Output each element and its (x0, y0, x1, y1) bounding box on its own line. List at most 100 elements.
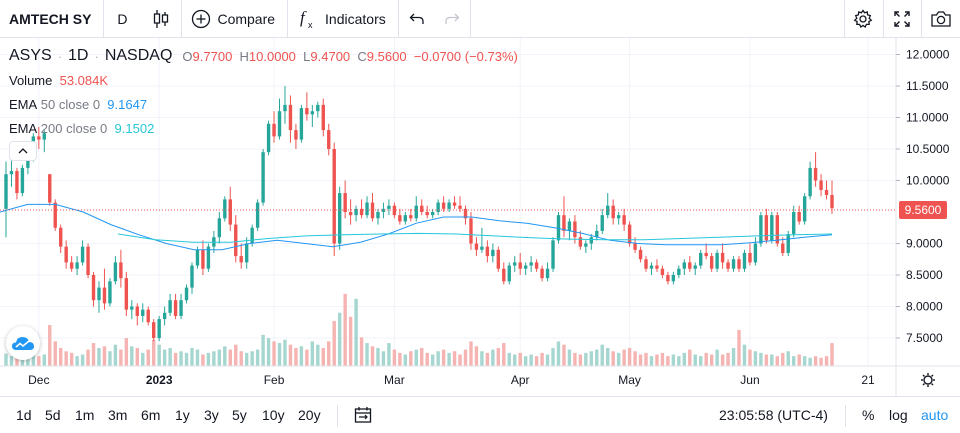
price-chart[interactable]: 12.0000 11.5000 11.0000 10.5000 10.0000 9.000… (0, 0, 960, 396)
price-axis: 12.0000 11.5000 11.0000 10.5000 10.0000 9.000… (896, 48, 950, 345)
volume-bar (113, 344, 118, 366)
price-tick-label: 12.0000 (906, 48, 950, 62)
candle (305, 92, 309, 121)
candle (130, 300, 134, 320)
candle (119, 249, 123, 288)
range-button-1m[interactable]: 1m (75, 407, 95, 423)
candle (261, 149, 265, 206)
range-button-1y[interactable]: 1y (175, 407, 190, 423)
candle (660, 265, 665, 279)
percent-toggle[interactable]: % (862, 407, 875, 423)
legend-collapse-button[interactable] (9, 141, 37, 161)
candle (359, 199, 364, 219)
range-button-3m[interactable]: 3m (108, 407, 128, 423)
settings-button[interactable] (844, 0, 880, 38)
volume-bars (4, 293, 834, 366)
ema200-legend[interactable]: EMA 200 close 0 9.1502 (9, 116, 518, 140)
open-value: 9.7700 (192, 48, 233, 64)
volume-bar (217, 349, 222, 366)
volume-bar (458, 354, 462, 366)
ema200-label: EMA (9, 120, 38, 136)
candle (321, 98, 325, 137)
range-button-20y[interactable]: 20y (298, 407, 321, 423)
indicators-label: Indicators (325, 10, 386, 27)
ema50-params: 50 close 0 (40, 96, 101, 112)
volume-bar (20, 354, 25, 366)
candle (113, 256, 118, 285)
time-axis: Dec 2023 Feb Mar Apr May Jun 21 (28, 373, 875, 387)
time-tick-label: Apr (511, 373, 530, 387)
candle (15, 167, 19, 200)
volume-bar (742, 344, 747, 366)
volume-bar (589, 351, 594, 366)
candle (157, 315, 161, 342)
range-button-10y[interactable]: 10y (262, 407, 285, 423)
volume-bar (720, 354, 725, 366)
candle (124, 271, 129, 316)
compare-button[interactable]: Compare (182, 0, 289, 38)
volume-bar (562, 344, 566, 366)
volume-bar (660, 352, 665, 366)
volume-bar (162, 349, 167, 366)
volume-bar (409, 351, 413, 366)
legend-interval: 1D (68, 47, 89, 64)
volume-bar (343, 293, 347, 366)
chart-style-button[interactable] (140, 0, 183, 38)
volume-bar (529, 354, 533, 366)
volume-bar (463, 349, 468, 366)
volume-bar (365, 343, 369, 366)
range-button-6m[interactable]: 6m (141, 407, 161, 423)
symbol-search[interactable]: AMTECH SY (0, 0, 105, 38)
calendar-range-icon[interactable] (354, 406, 372, 424)
time-axis-settings-icon[interactable] (921, 373, 935, 387)
volume-bar (507, 352, 511, 366)
volume-bar (540, 352, 544, 366)
candle (75, 256, 79, 275)
volume-bar (693, 354, 697, 366)
volume-bar (819, 357, 823, 366)
candle (720, 243, 725, 269)
ema50-legend[interactable]: EMA 50 close 0 9.1647 (9, 92, 518, 116)
volume-bar (354, 298, 358, 366)
volume-bar (201, 354, 205, 366)
volume-bar (398, 352, 402, 366)
candle (97, 281, 101, 313)
candle (600, 208, 604, 235)
time-tick-label: Feb (264, 373, 285, 387)
main-series-legend[interactable]: ASYS · 1D · NASDAQ O9.7700 H10.0000 L9.4… (9, 44, 518, 68)
close-value: 9.5600 (366, 48, 407, 64)
range-button-1d[interactable]: 1d (16, 407, 32, 423)
candle (365, 196, 369, 219)
volume-legend[interactable]: Volume 53.084K (9, 68, 518, 92)
indicators-button[interactable]: f x Indicators (288, 0, 399, 38)
volume-bar (316, 344, 320, 366)
candle (217, 212, 222, 244)
undo-button[interactable] (399, 0, 435, 38)
candle (20, 164, 25, 197)
candle (589, 234, 594, 250)
log-toggle[interactable]: log (889, 407, 908, 423)
volume-bar (173, 352, 178, 366)
candle (606, 193, 610, 219)
screenshot-button[interactable] (921, 0, 960, 38)
logo-button[interactable] (6, 326, 40, 360)
auto-toggle[interactable]: auto (921, 407, 949, 423)
candle (102, 268, 107, 310)
candle (141, 303, 145, 323)
candle (108, 278, 112, 307)
bottom-toolbar: 1d 5d 1m 3m 6m 1y 3y 5y 10y 20y 23:05:58 (UTC-4) … (0, 396, 960, 433)
redo-button[interactable] (435, 0, 471, 38)
volume-bar (797, 354, 801, 366)
range-button-5y[interactable]: 5y (232, 407, 247, 423)
fullscreen-button[interactable] (883, 0, 919, 38)
interval-button[interactable]: D (117, 10, 128, 27)
volume-bar (753, 351, 758, 366)
volume-bar (622, 349, 626, 366)
volume-bar (764, 354, 769, 366)
candle (425, 205, 429, 219)
candle (545, 262, 550, 282)
gear-icon (853, 9, 872, 28)
range-button-5d[interactable]: 5d (45, 407, 61, 423)
range-button-3y[interactable]: 3y (204, 407, 219, 423)
clock[interactable]: 23:05:58 (UTC-4) (719, 407, 828, 423)
